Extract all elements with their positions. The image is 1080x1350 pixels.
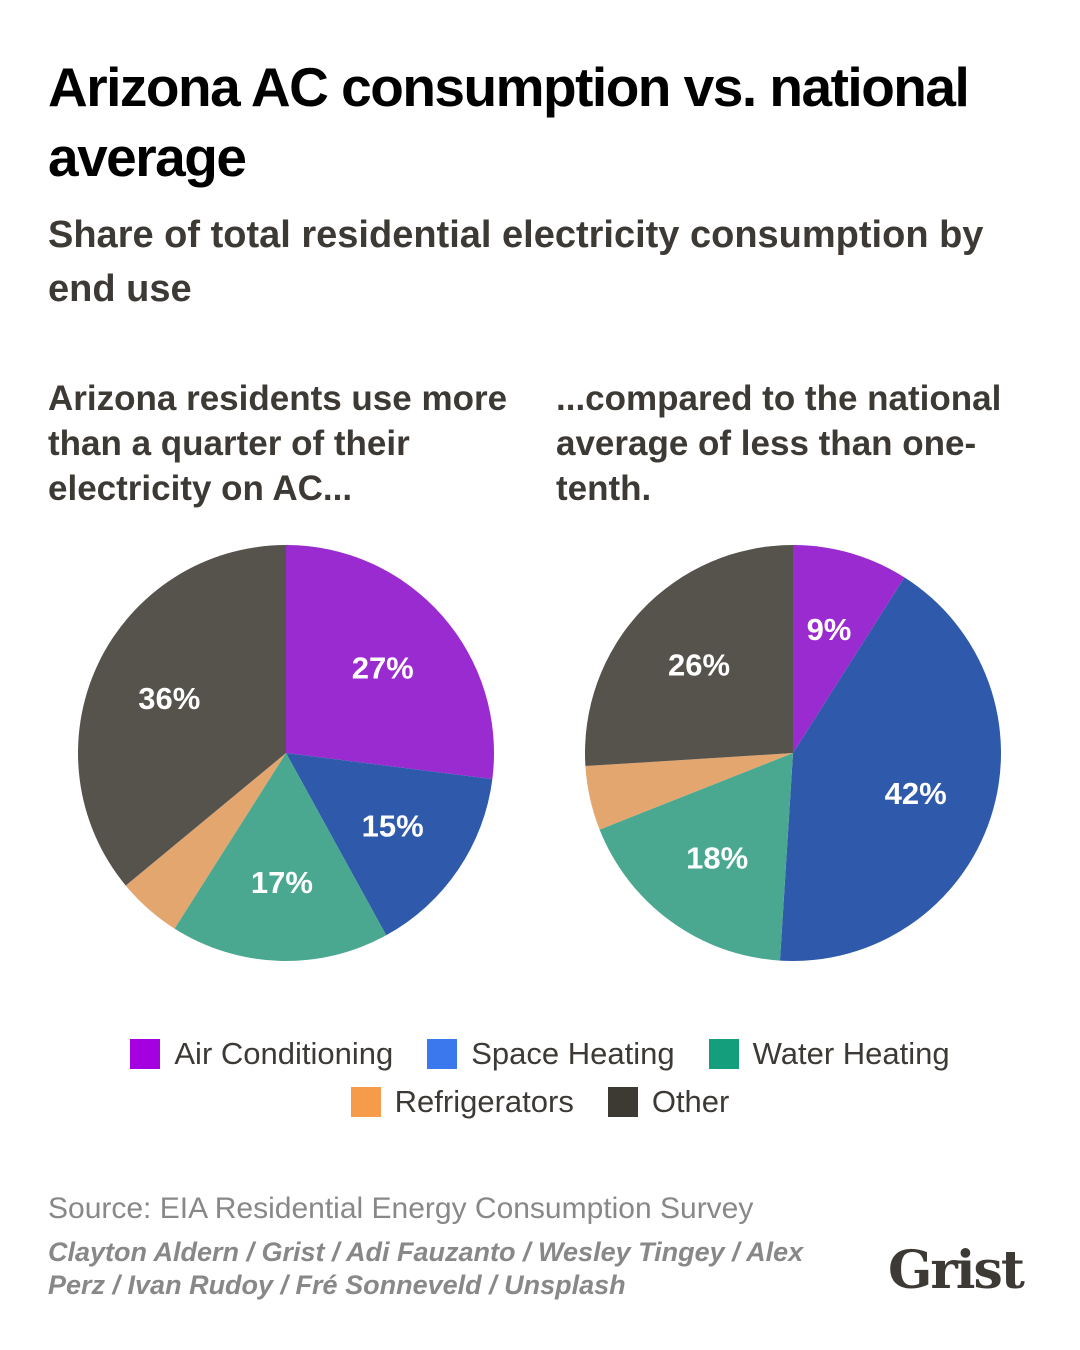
source-note: Source: EIA Residential Energy Consumpti… xyxy=(48,1192,754,1225)
slice-label: 26% xyxy=(668,648,730,683)
pie-slice-air-conditioning xyxy=(793,545,905,753)
pie-charts: 27% 15% 17% 36% 9% 42% 18% 26% xyxy=(77,544,1001,962)
slice-label: 18% xyxy=(686,840,748,875)
legend-row-1: Air Conditioning Space Heating Water Hea… xyxy=(0,1036,1080,1072)
legend-label: Space Heating xyxy=(471,1036,675,1071)
legend-item-space-heating: Space Heating xyxy=(427,1036,675,1072)
legend-swatch xyxy=(708,1039,739,1069)
pie-slice-refrigerators xyxy=(125,753,286,929)
legend-label: Water Heating xyxy=(752,1036,950,1071)
slice-label: 42% xyxy=(885,776,947,811)
credits: Clayton Aldern / Grist / Adi Fauzanto / … xyxy=(48,1237,804,1300)
slice-label: 15% xyxy=(362,808,424,843)
right-panel-heading: ...compared to the national average of l… xyxy=(556,379,1002,508)
legend-item-air-conditioning: Air Conditioning xyxy=(130,1036,393,1072)
legend-row-2: Refrigerators Other xyxy=(0,1084,1080,1120)
pie-slice-refrigerators xyxy=(585,753,793,830)
legend-label: Refrigerators xyxy=(394,1084,574,1119)
legend-swatch xyxy=(427,1039,458,1069)
pie-slice-space-heating xyxy=(286,753,493,936)
legend-swatch xyxy=(350,1087,381,1117)
slice-label: 27% xyxy=(352,651,414,686)
legend-item-refrigerators: Refrigerators xyxy=(350,1084,574,1120)
pie-slice-water-heating xyxy=(174,753,387,962)
pie-slice-air-conditioning xyxy=(286,545,494,780)
legend-item-other: Other xyxy=(607,1084,730,1120)
chart-subtitle: Share of total residential electricity c… xyxy=(48,214,984,310)
legend-label: Other xyxy=(651,1084,730,1119)
pie-slice-space-heating xyxy=(779,577,1001,961)
grist-logo: Grist xyxy=(888,1240,1025,1301)
legend-swatch xyxy=(130,1039,161,1069)
chart-title: Arizona AC consumption vs. national aver… xyxy=(48,56,970,188)
pie-slice-water-heating xyxy=(599,753,793,961)
legend-swatch xyxy=(607,1087,638,1117)
slice-label: 36% xyxy=(138,681,200,716)
pie-slice-other xyxy=(585,545,793,767)
left-panel-heading: Arizona residents use more than a quarte… xyxy=(48,379,508,508)
slice-label: 9% xyxy=(807,612,852,647)
pie-slice-other xyxy=(77,544,286,886)
legend-label: Air Conditioning xyxy=(174,1036,394,1071)
legend-item-water-heating: Water Heating xyxy=(708,1036,950,1072)
slice-label: 17% xyxy=(251,865,313,900)
